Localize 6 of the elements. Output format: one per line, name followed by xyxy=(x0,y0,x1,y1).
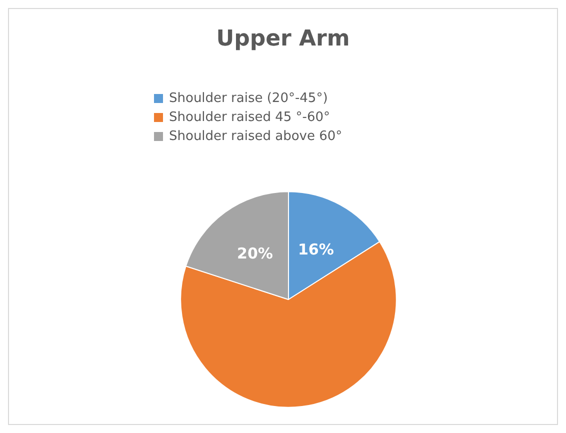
legend-label: Shoulder raise (20°-45°) xyxy=(169,91,328,106)
legend-label: Shoulder raised above 60° xyxy=(169,129,342,144)
data-label: 20% xyxy=(237,244,273,262)
chart-title: Upper Arm xyxy=(216,26,350,52)
data-label: 16% xyxy=(298,240,334,259)
legend-label: Shoulder raised 45 °-60° xyxy=(169,110,330,125)
